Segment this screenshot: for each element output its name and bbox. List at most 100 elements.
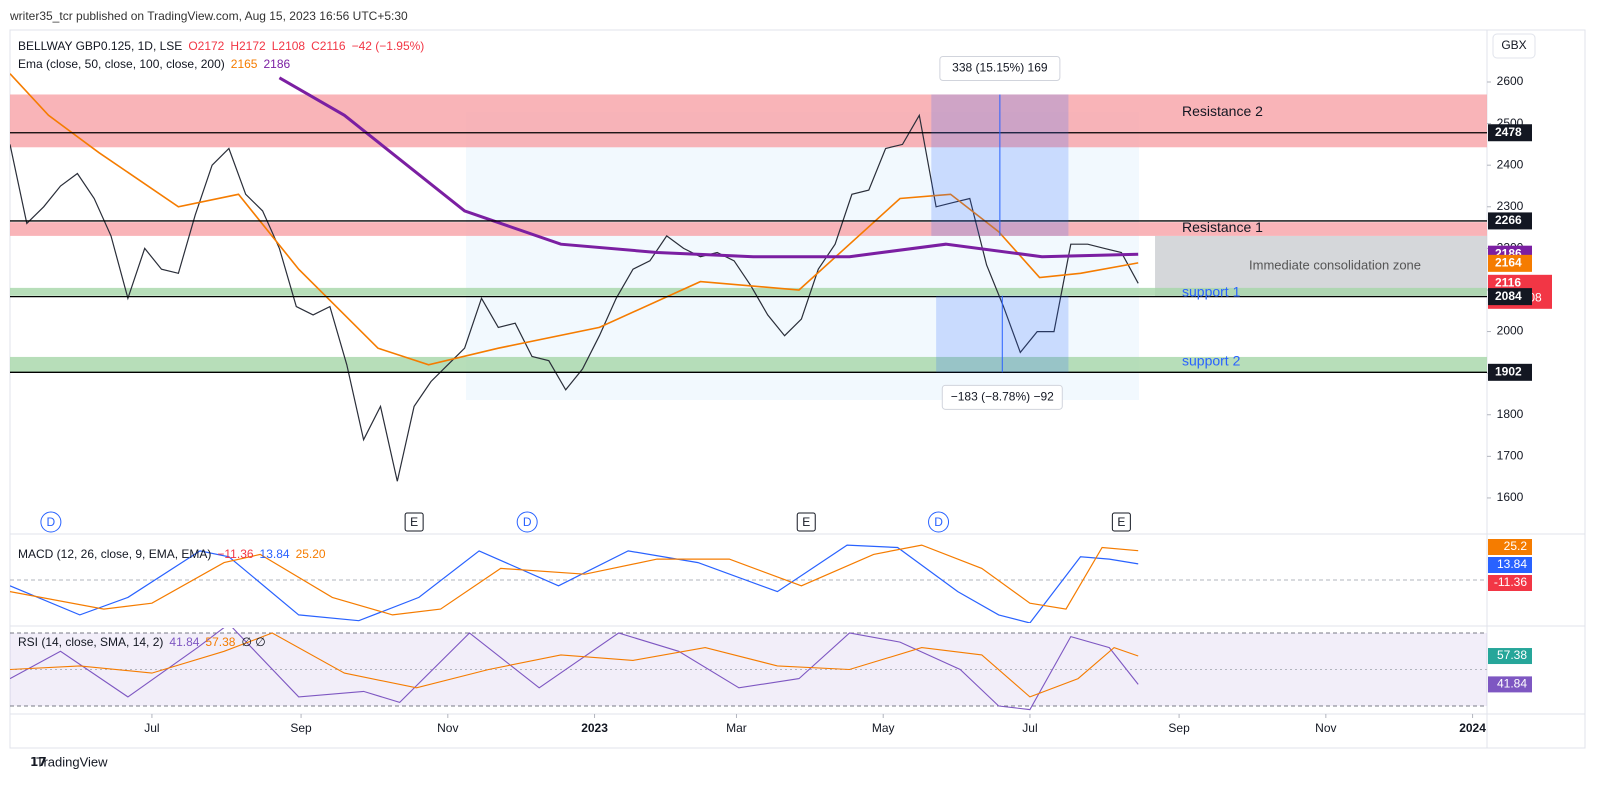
- rsi-badge-label: 41.84: [1497, 677, 1527, 691]
- event-label: D: [934, 515, 943, 529]
- level-label: support 2: [1182, 353, 1241, 369]
- level-label: support 1: [1182, 284, 1241, 300]
- macd-badge-label: 13.84: [1497, 557, 1527, 571]
- x-tick-label: Mar: [726, 721, 747, 735]
- price-badge-label: 2116: [1495, 275, 1521, 289]
- earnings-marker: [796, 512, 816, 532]
- macd-value: −11.36: [217, 547, 254, 561]
- x-tick-label: 2024: [1459, 721, 1486, 735]
- ohlc: O2172: [188, 39, 225, 53]
- rsi-value: 41.84: [169, 635, 200, 649]
- price-badge-label: 1902: [1495, 364, 1522, 378]
- signal-line: [10, 544, 1139, 616]
- price-badge-label: 2164: [1495, 256, 1522, 270]
- level-zone: [10, 287, 1487, 296]
- y-tick-label: 2600: [1497, 74, 1524, 88]
- credit: writer35_tcr published on TradingView.co…: [10, 9, 408, 23]
- symbol-legend: BELLWAY GBP0.125, 1D, LSE O2172 H2172 L2108…: [18, 39, 430, 53]
- ema-value: 2165: [230, 57, 258, 71]
- measure-label-box: [939, 55, 1061, 81]
- macd-value: 13.84: [259, 547, 290, 561]
- event-label: E: [1117, 515, 1125, 529]
- rsi-badge-label: 57.38: [1497, 648, 1527, 662]
- price-badge: [1488, 288, 1532, 306]
- ema-value: 2186: [263, 57, 291, 71]
- macd-badge: [1488, 575, 1532, 591]
- dividend-marker: [516, 511, 538, 533]
- macd-title: MACD (12, 26, close, 9, EMA, EMA): [18, 547, 212, 561]
- event-label: D: [47, 515, 56, 529]
- macd-pane: [10, 544, 1139, 623]
- y-tick-label: 2400: [1497, 157, 1524, 171]
- x-tick-label: Jul: [1022, 721, 1037, 735]
- dividend-marker: [928, 511, 950, 533]
- x-tick-label: Sep: [290, 721, 312, 735]
- y-tick-label: 2300: [1497, 199, 1524, 213]
- measure-label-box: [941, 384, 1063, 410]
- rsi-line: [10, 628, 1139, 711]
- macd-badge: [1488, 557, 1532, 573]
- event-label: E: [410, 515, 418, 529]
- logo-mark: 𝟭𝟳: [30, 755, 47, 769]
- ma-line: [10, 632, 1139, 698]
- x-tick-label: Nov: [437, 721, 458, 735]
- level-zone: [10, 356, 1487, 373]
- event-label: D: [523, 515, 532, 529]
- macd-badge-label: -11.36: [1494, 575, 1527, 589]
- consolidation-zone: [1155, 235, 1487, 297]
- ohlc: C2116: [311, 39, 346, 53]
- y-tick-label: 1600: [1497, 490, 1524, 504]
- measure-label: −183 (−8.78%) −92: [951, 389, 1054, 403]
- y-tick-label: 2000: [1497, 324, 1524, 338]
- price-line: [10, 113, 1139, 482]
- price-badge: [1488, 124, 1532, 142]
- symbol: BELLWAY GBP0.125, 1D, LSE: [18, 39, 183, 53]
- earnings-marker: [1111, 512, 1131, 532]
- currency[interactable]: GBX: [1501, 38, 1526, 52]
- macd-value: 25.20: [295, 547, 326, 561]
- event-label: E: [802, 515, 810, 529]
- rsi-badge: [1488, 648, 1532, 665]
- price-badge: [1488, 212, 1532, 230]
- rsi-legend: RSI (14, close, SMA, 14, 2) 41.84 57.38 ∅ ∅: [18, 635, 272, 649]
- ema-title: Ema (close, 50, close, 100, close, 200): [18, 57, 225, 71]
- dividend-marker: [40, 511, 62, 533]
- frame: [9, 29, 1586, 749]
- price-badge-label: 2478: [1495, 125, 1522, 139]
- change: −42 (−1.95%): [351, 39, 425, 53]
- level-zone: [10, 222, 1487, 236]
- price-badge: [1488, 254, 1532, 272]
- x-tick-label: 2023: [581, 721, 608, 735]
- ema-legend: Ema (close, 50, close, 100, close, 200) 2…: [18, 57, 296, 71]
- main-pane: [10, 73, 1487, 482]
- x-tick-label: Nov: [1315, 721, 1336, 735]
- rsi-extra: ∅ ∅: [241, 635, 266, 649]
- ema-50: [10, 73, 1139, 366]
- price-badge-label: 2084: [1495, 289, 1522, 303]
- x-tick-label: Sep: [1168, 721, 1190, 735]
- ohlc: L2108: [271, 39, 306, 53]
- level-zone: [10, 94, 1487, 148]
- macd-badge: [1488, 539, 1532, 555]
- x-tick-label: May: [872, 721, 895, 735]
- macd-legend: MACD (12, 26, close, 9, EMA, EMA) −11.36 1…: [18, 547, 332, 561]
- rsi-title: RSI (14, close, SMA, 14, 2): [18, 635, 164, 649]
- rsi-value: 57.38: [205, 635, 236, 649]
- earnings-marker: [404, 512, 424, 532]
- zone-label: Immediate consolidation zone: [1249, 258, 1421, 273]
- y-tick-label: 1700: [1497, 449, 1524, 463]
- macd-line: [10, 544, 1139, 623]
- rsi-badge: [1488, 676, 1532, 693]
- x-tick-label: Jul: [144, 721, 159, 735]
- price-badge: [1488, 363, 1532, 381]
- level-label: Resistance 1: [1182, 219, 1263, 235]
- macd-badge-label: 25.2: [1504, 539, 1528, 553]
- brand: TradingView: [36, 754, 108, 769]
- level-label: Resistance 2: [1182, 103, 1263, 119]
- measure-label: 338 (15.15%) 169: [952, 61, 1048, 75]
- price-badge-label: 2266: [1495, 213, 1522, 227]
- ema-200: [278, 76, 1139, 259]
- currency-button[interactable]: [1492, 33, 1536, 59]
- y-tick-label: 1800: [1497, 407, 1524, 421]
